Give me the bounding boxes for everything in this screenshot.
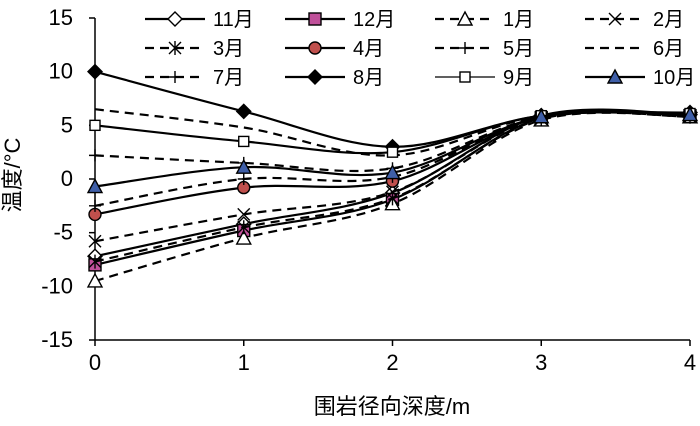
x-tick-label: 0 — [89, 350, 101, 375]
series-12 — [86, 106, 699, 194]
legend-item: 1月 — [435, 9, 534, 31]
legend-marker — [606, 68, 624, 84]
data-point — [386, 146, 399, 158]
legend-marker — [608, 12, 622, 26]
data-point — [237, 207, 251, 221]
data-point — [384, 164, 401, 180]
legend-marker — [308, 41, 322, 55]
legend-item: 9月 — [435, 67, 534, 89]
legend-label: 8月 — [353, 67, 384, 89]
legend-label: 1月 — [503, 9, 534, 31]
series-11 — [89, 107, 696, 158]
x-tick-label: 3 — [535, 350, 547, 375]
y-tick-label: 10 — [49, 59, 73, 84]
legend-item: 8月 — [285, 67, 384, 89]
legend-item: 4月 — [285, 38, 384, 60]
legend-item: 11月 — [145, 9, 254, 31]
legend-item: 2月 — [585, 9, 684, 31]
y-axis-title: 温度/°C — [0, 137, 25, 212]
data-point — [237, 173, 250, 185]
legend-item: 10月 — [585, 67, 695, 89]
x-tick-label: 1 — [238, 350, 250, 375]
x-tick-label: 2 — [386, 350, 398, 375]
legend-label: 7月 — [213, 67, 244, 89]
data-point — [235, 229, 252, 245]
y-tick-label: 15 — [49, 5, 73, 30]
data-point — [86, 272, 104, 288]
data-point — [86, 178, 104, 194]
data-point — [386, 191, 399, 206]
data-point — [88, 254, 102, 269]
legend-label: 11月 — [213, 9, 254, 31]
data-point — [87, 63, 103, 80]
data-point — [238, 135, 250, 148]
axes: -15 -10 -5 0 5 10 15 0 1 2 3 4 — [41, 5, 696, 375]
legend-marker — [459, 42, 471, 54]
data-point — [89, 149, 101, 162]
series-layer — [86, 63, 699, 288]
legend-marker — [308, 12, 322, 26]
legend: 11月 12月 1月 2月 3月 4月 5月 6月 7月 8月 9月 10月 — [145, 9, 695, 89]
legend-label: 5月 — [503, 38, 534, 60]
data-point — [681, 106, 699, 122]
legend-item: 5月 — [435, 38, 534, 60]
y-tick-label: -10 — [41, 273, 73, 298]
data-point — [533, 108, 550, 124]
data-point — [89, 199, 101, 212]
data-point — [89, 119, 101, 132]
legend-item: 6月 — [585, 38, 684, 60]
legend-label: 3月 — [213, 38, 244, 60]
legend-marker — [456, 10, 474, 26]
data-point — [237, 220, 251, 235]
y-tick-label: 0 — [61, 166, 73, 191]
legend-label: 10月 — [653, 67, 695, 89]
legend-marker — [459, 71, 471, 83]
legend-label: 6月 — [653, 38, 684, 60]
legend-item: 3月 — [145, 38, 244, 60]
data-point — [88, 234, 102, 248]
data-point — [235, 103, 252, 120]
legend-marker — [167, 11, 183, 27]
legend-item: 12月 — [285, 9, 395, 31]
x-axis-title: 围岩径向深度/m — [314, 394, 470, 419]
legend-marker — [168, 41, 182, 55]
legend-label: 9月 — [503, 67, 534, 89]
legend-marker — [307, 69, 323, 85]
y-tick-label: -5 — [53, 220, 73, 245]
legend-label: 4月 — [353, 38, 384, 60]
legend-label: 2月 — [653, 9, 684, 31]
x-tick-label: 4 — [684, 350, 696, 375]
y-tick-label: 5 — [61, 112, 73, 137]
legend-label: 12月 — [353, 9, 395, 31]
y-tick-label: -15 — [41, 327, 73, 352]
legend-marker — [169, 71, 181, 83]
series-line — [94, 111, 691, 173]
data-point — [235, 158, 252, 174]
legend-item: 7月 — [145, 67, 244, 89]
